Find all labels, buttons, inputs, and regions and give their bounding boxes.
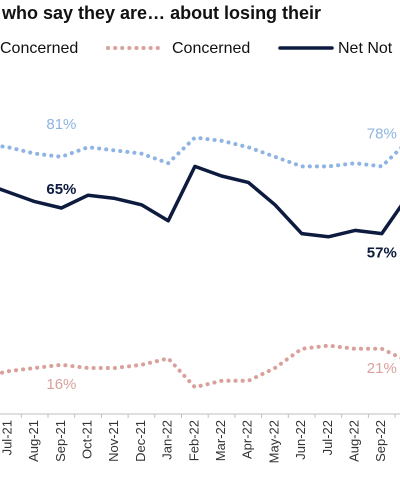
x-tick-label: Sep-22 [373, 420, 388, 462]
data-label: 81% [46, 116, 76, 133]
data-label: 16% [46, 376, 76, 393]
x-tick-label: Jul-21 [0, 420, 14, 455]
data-label: 65% [46, 181, 76, 198]
data-label: 57% [367, 245, 397, 262]
data-label: 21% [367, 360, 397, 377]
legend-label: Net Not [338, 40, 393, 57]
x-tick-label: Sep-21 [53, 420, 68, 462]
chart-title: who say they are… about losing their [1, 3, 321, 23]
x-tick-label: Jan-22 [160, 420, 175, 460]
series-line [0, 343, 400, 390]
legend-label: Concerned [172, 40, 250, 57]
x-tick-label: Jun-22 [293, 420, 308, 460]
series-line [0, 164, 400, 239]
x-tick-label: Jul-22 [320, 420, 335, 455]
series-line [0, 135, 400, 169]
x-tick-label: Apr-22 [240, 420, 255, 459]
x-tick-label: May-22 [266, 420, 281, 463]
x-tick-label: Feb-22 [186, 420, 201, 461]
legend-label: Concerned [0, 40, 78, 57]
x-tick-label: Nov-21 [106, 420, 121, 462]
x-tick-label: Aug-22 [347, 420, 362, 462]
x-tick-label: Mar-22 [213, 420, 228, 461]
data-label: 78% [367, 125, 397, 142]
x-tick-label: Dec-21 [133, 420, 148, 462]
x-tick-label: Oct-21 [80, 420, 95, 459]
x-tick-label: Aug-21 [26, 420, 41, 462]
